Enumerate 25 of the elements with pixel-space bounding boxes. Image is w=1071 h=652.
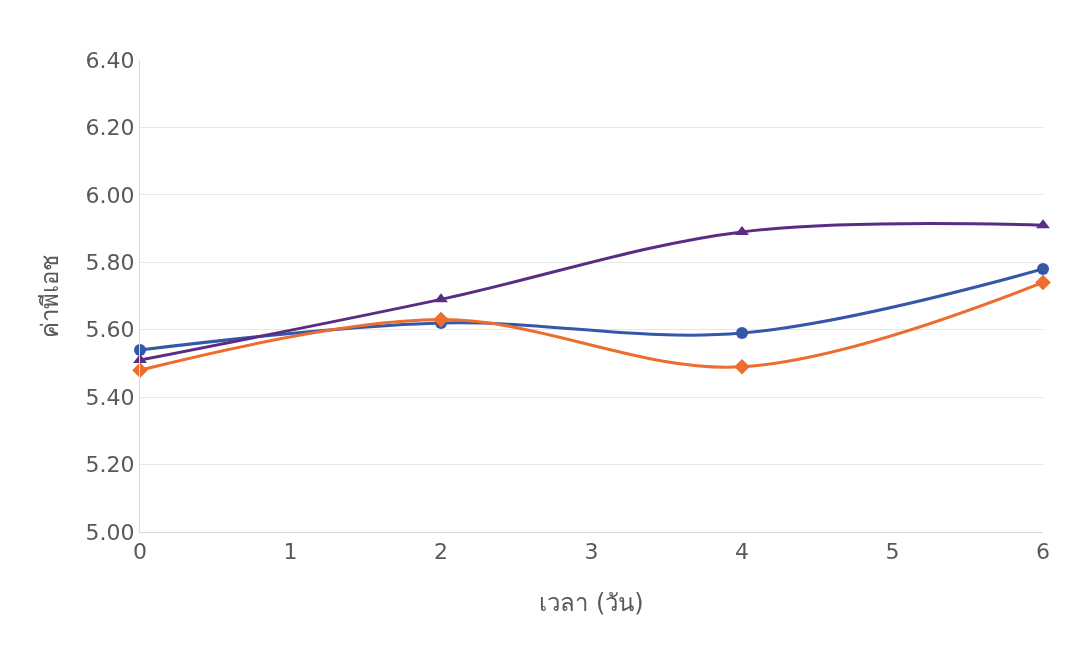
y-tick-label: 5.40 <box>85 384 135 410</box>
x-tick-label: 1 <box>283 539 298 565</box>
y-tick-label: 6.20 <box>85 115 135 141</box>
point <box>736 327 748 340</box>
x-tick-label: 5 <box>885 539 900 565</box>
y-tick-label: 5.60 <box>85 317 135 343</box>
point <box>1036 219 1050 229</box>
y-tick-label: 6.40 <box>85 47 135 73</box>
point <box>433 311 449 328</box>
point <box>1035 274 1051 291</box>
y-tick-label: 6.00 <box>85 182 135 208</box>
point <box>434 293 448 303</box>
point <box>735 225 749 235</box>
x-tick-label: 3 <box>584 539 599 565</box>
x-tick-label: 0 <box>133 539 147 565</box>
x-axis-title: เวลา (วัน) <box>539 588 644 617</box>
point <box>1037 263 1049 276</box>
y-axis-title: ค่าพีเอช <box>35 254 64 338</box>
y-tick-label: 5.20 <box>85 452 135 478</box>
y-tick-label: 5.80 <box>85 249 135 275</box>
x-tick-label: 6 <box>1036 539 1050 565</box>
x-tick-label: 2 <box>434 539 448 565</box>
y-tick-label: 5.00 <box>85 519 135 545</box>
point <box>734 359 750 375</box>
x-tick-label: 4 <box>735 539 749 565</box>
